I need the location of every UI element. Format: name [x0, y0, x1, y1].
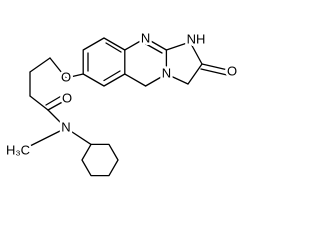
bond [65, 127, 92, 146]
bond [165, 73, 189, 85]
bond [124, 73, 147, 87]
bond [144, 73, 168, 87]
atom-label: O [61, 69, 71, 84]
bond [165, 41, 191, 51]
double-bond [145, 43, 163, 54]
bond [21, 127, 67, 151]
double-bond [45, 94, 64, 106]
bond [47, 109, 67, 129]
bonds [21, 37, 229, 177]
benzene-ring [82, 37, 126, 87]
bond [144, 37, 168, 51]
double-bond [200, 68, 228, 76]
atom-label: O [227, 63, 237, 78]
bond [65, 73, 84, 79]
atom-label: O [62, 90, 72, 105]
bond [29, 95, 49, 111]
bond [124, 37, 147, 51]
atom-label: NH [187, 31, 206, 46]
bond [187, 63, 203, 85]
atom-labels: N NH N O O O N H₃C [3, 28, 239, 160]
bond [189, 41, 203, 65]
atom-label: H₃C [6, 142, 30, 157]
bond [29, 57, 51, 73]
atom-label: N [61, 119, 70, 134]
double-bond [105, 42, 122, 53]
atom-label: N [141, 30, 150, 45]
double-bond [103, 70, 121, 82]
bond [201, 63, 229, 71]
atom-label: N [162, 65, 171, 80]
bond [49, 57, 67, 79]
bond [47, 99, 67, 111]
structure-diagram: N NH N O O O N H₃C [3, 28, 239, 177]
cyclohexane-ring [81, 143, 119, 177]
